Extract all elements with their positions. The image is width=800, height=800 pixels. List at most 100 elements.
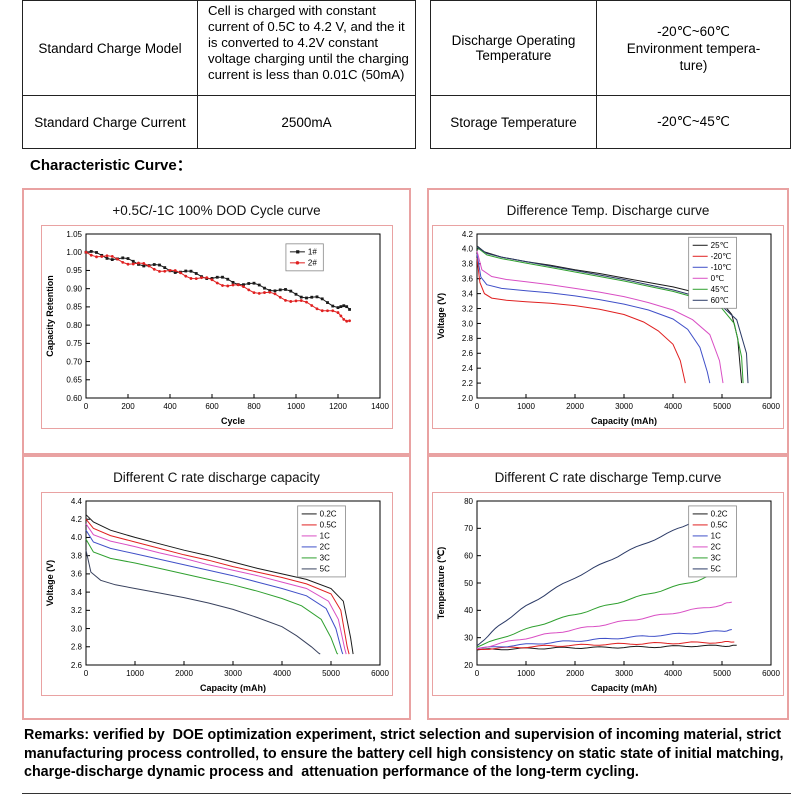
svg-text:1400: 1400 [371,402,389,411]
svg-text:60: 60 [464,551,473,560]
svg-text:0.5C: 0.5C [319,521,336,530]
svg-text:3.6: 3.6 [462,275,474,284]
svg-text:4000: 4000 [273,669,291,678]
svg-text:1000: 1000 [517,669,535,678]
chart-title: Different C rate discharge Temp.curve [494,470,722,485]
svg-text:60℃: 60℃ [711,296,729,305]
svg-text:3.0: 3.0 [462,319,474,328]
svg-text:5000: 5000 [713,669,731,678]
svg-text:1C: 1C [319,532,329,541]
svg-text:2.4: 2.4 [462,364,474,373]
svg-text:-20℃: -20℃ [711,252,732,261]
svg-text:40: 40 [464,606,473,615]
svg-text:Cycle: Cycle [220,416,244,426]
svg-text:6000: 6000 [371,669,389,678]
crate-capacity-chart: 0 1000 2000 3000 4000 5000 6000 2.6 2.8 3.0 3.2 3.4… [45,497,389,693]
svg-text:0.75: 0.75 [66,339,82,348]
svg-text:0.95: 0.95 [66,266,82,275]
svg-text:0.60: 0.60 [66,394,82,403]
svg-text:4.0: 4.0 [462,245,474,254]
svg-text:1C: 1C [711,532,721,541]
svg-text:Voltage (V): Voltage (V) [45,560,55,606]
svg-text:0.2C: 0.2C [711,510,728,519]
section-heading: Characteristic Curve： [30,157,192,174]
svg-text:1.05: 1.05 [66,230,82,239]
svg-text:Capacity Retention: Capacity Retention [45,275,55,357]
svg-text:6000: 6000 [762,669,780,678]
svg-text:2C: 2C [711,543,721,552]
chart-frame: 0 200 400 600 800 1000 1200 1400 0.60 0.65 0.70 0.7… [40,225,393,429]
svg-text:2.6: 2.6 [462,349,474,358]
svg-text:4.2: 4.2 [462,230,474,239]
chart-title: +0.5C/-1C 100% DOD Cycle curve [112,203,321,218]
svg-text:Voltage (V): Voltage (V) [436,293,446,339]
svg-text:2000: 2000 [175,669,193,678]
svg-text:Capacity (mAh): Capacity (mAh) [591,683,657,693]
svg-text:1000: 1000 [126,669,144,678]
svg-text:3000: 3000 [224,669,242,678]
spec-label: Discharge Operating Temperature [430,0,597,96]
svg-text:45℃: 45℃ [711,285,729,294]
svg-text:2.2: 2.2 [462,379,474,388]
svg-text:3.4: 3.4 [70,588,82,597]
svg-text:1000: 1000 [287,402,305,411]
svg-text:2.0: 2.0 [462,394,474,403]
svg-text:0: 0 [475,669,480,678]
spec-value-charge-model: Cell is charged with constant current of… [208,3,409,82]
svg-text:-10℃: -10℃ [711,263,732,272]
svg-text:20: 20 [464,661,473,670]
chart-frame: 0 1000 2000 3000 4000 5000 6000 2.0 2.2 2.4 2.6 2.8… [432,225,784,429]
chart-title: Difference Temp. Discharge curve [506,203,710,218]
svg-text:5000: 5000 [713,402,731,411]
svg-text:3C: 3C [711,554,721,563]
svg-text:0.65: 0.65 [66,376,82,385]
spec-table-right: Discharge Operating Temperature -20℃~60℃… [430,0,791,149]
svg-text:3.6: 3.6 [70,570,82,579]
spec-value-charge-current: 2500mA [197,95,416,149]
chart-panel-crate-capacity: Different C rate discharge capacity 0 100… [22,455,411,720]
remarks-text: Remarks: verified by DOE optimization ex… [24,727,788,781]
svg-text:80: 80 [464,497,473,506]
spec-label: Standard Charge Model [22,0,198,96]
svg-text:70: 70 [464,524,473,533]
chart-frame: 0 1000 2000 3000 4000 5000 6000 2.6 2.8 3.0 3.2 3.4… [40,492,393,696]
svg-text:2#: 2# [307,258,316,267]
svg-text:2C: 2C [319,543,329,552]
svg-text:3C: 3C [319,554,329,563]
svg-text:4000: 4000 [664,669,682,678]
svg-text:3.2: 3.2 [70,606,82,615]
svg-text:400: 400 [163,402,177,411]
svg-text:2.8: 2.8 [70,643,82,652]
cycle-curve-chart: 0 200 400 600 800 1000 1200 1400 0.60 0.65 0.70 0.7… [45,230,389,426]
svg-text:1000: 1000 [517,402,535,411]
svg-text:50: 50 [464,579,473,588]
svg-text:0: 0 [83,669,88,678]
svg-text:1#: 1# [307,247,316,256]
spec-table-left: Standard Charge Model Cell is charged wi… [22,0,416,149]
svg-text:5C: 5C [711,565,721,574]
svg-text:2.8: 2.8 [462,334,474,343]
svg-text:600: 600 [205,402,219,411]
svg-text:200: 200 [121,402,135,411]
svg-text:Capacity (mAh): Capacity (mAh) [199,683,265,693]
spec-value-discharge-temp: -20℃~60℃ Environment tempera- ture) [596,0,791,96]
svg-text:Capacity (mAh): Capacity (mAh) [591,416,657,426]
svg-text:0: 0 [475,402,480,411]
svg-text:4000: 4000 [664,402,682,411]
spec-label: Standard Charge Current [22,95,198,149]
charts-grid: +0.5C/-1C 100% DOD Cycle curve 0 200 400 60… [22,188,789,720]
svg-text:Temperature (℃): Temperature (℃) [436,547,446,619]
svg-text:3000: 3000 [615,669,633,678]
svg-text:4.4: 4.4 [70,497,82,506]
svg-text:5C: 5C [319,565,329,574]
svg-text:0℃: 0℃ [711,274,724,283]
svg-text:2000: 2000 [566,669,584,678]
chart-panel-cycle-curve: +0.5C/-1C 100% DOD Cycle curve 0 200 400 60… [22,188,411,455]
svg-text:0.80: 0.80 [66,321,82,330]
spec-label: Storage Temperature [430,95,597,149]
chart-frame: 0 1000 2000 3000 4000 5000 6000 20 30 40 50 60 70 80 C… [432,492,784,696]
svg-text:3.8: 3.8 [70,551,82,560]
svg-text:0.5C: 0.5C [711,521,728,530]
svg-text:0.2C: 0.2C [319,510,336,519]
svg-text:6000: 6000 [762,402,780,411]
